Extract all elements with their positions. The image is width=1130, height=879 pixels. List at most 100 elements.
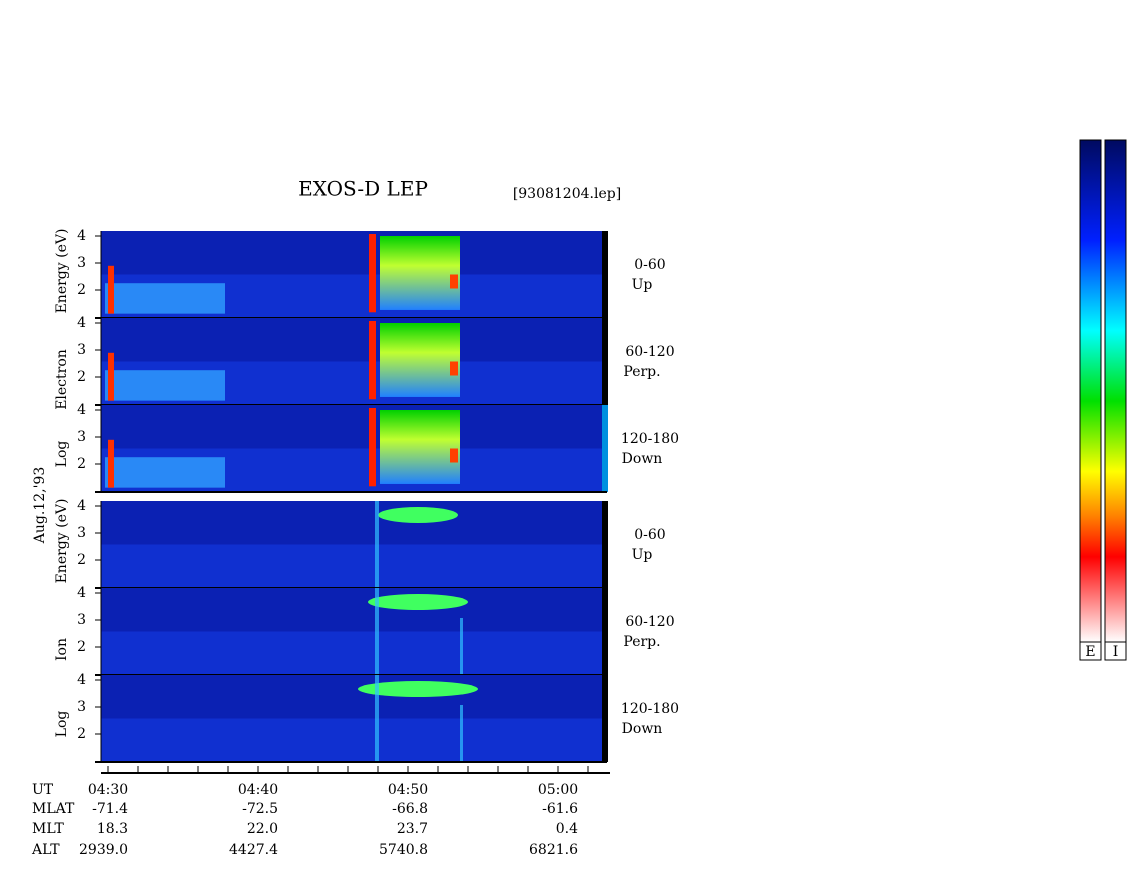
- row-value: 2939.0: [79, 842, 128, 858]
- feature: [450, 448, 458, 463]
- feature: [369, 408, 376, 487]
- angle-label: 60-120: [625, 344, 674, 360]
- colorbar-label: I: [1113, 644, 1119, 660]
- feature: [358, 681, 478, 697]
- colorbar-label: E: [1085, 644, 1095, 660]
- direction-label: Up: [632, 547, 653, 563]
- axis-label: Log: [54, 711, 70, 738]
- y-tick-label: 4: [77, 498, 86, 514]
- feature: [460, 618, 463, 675]
- row-value: 0.4: [556, 821, 578, 837]
- y-tick-label: 3: [77, 429, 86, 445]
- direction-label: Perp.: [623, 634, 660, 650]
- feature: [105, 457, 225, 488]
- spectrogram-noise: [101, 675, 607, 719]
- angle-label: 60-120: [625, 614, 674, 630]
- feature: [369, 234, 376, 313]
- file-name: [93081204.lep]: [513, 186, 621, 202]
- row-value: -72.5: [242, 801, 278, 817]
- y-tick-label: 3: [77, 342, 86, 358]
- title: EXOS-D LEP: [298, 177, 428, 201]
- y-tick-label: 3: [77, 699, 86, 715]
- spectrogram-noise: [101, 405, 607, 449]
- row-name: UT: [32, 782, 54, 798]
- feature: [380, 236, 460, 310]
- edge: [602, 588, 608, 675]
- row-value: -66.8: [392, 801, 428, 817]
- row-value: 6821.6: [529, 842, 578, 858]
- row-value: 23.7: [397, 821, 428, 837]
- axis-label: Energy (eV): [54, 229, 70, 314]
- colorbar: [1079, 139, 1102, 643]
- feature: [375, 675, 379, 762]
- row-name: MLAT: [32, 801, 75, 817]
- y-tick-label: 3: [77, 525, 86, 541]
- feature: [375, 501, 379, 588]
- row-name: ALT: [31, 842, 60, 858]
- colorbar-box: [1104, 641, 1127, 661]
- edge: [602, 405, 608, 492]
- feature: [108, 352, 114, 401]
- row-value: 18.3: [97, 821, 128, 837]
- y-tick-label: 4: [77, 315, 86, 331]
- feature: [450, 361, 458, 376]
- feature: [450, 274, 458, 289]
- row-value: 4427.4: [229, 842, 278, 858]
- axis-label: Log: [54, 441, 70, 468]
- edge: [602, 231, 608, 318]
- row-value: -71.4: [92, 801, 128, 817]
- y-tick-label: 4: [77, 585, 86, 601]
- date: Aug.12,'93: [32, 467, 48, 544]
- feature: [105, 370, 225, 401]
- row-value: 05:00: [538, 782, 578, 798]
- y-tick-label: 4: [77, 672, 86, 688]
- y-tick-label: 2: [77, 552, 86, 568]
- row-value: -61.6: [542, 801, 578, 817]
- feature: [105, 283, 225, 314]
- colorbar-box: [1079, 641, 1102, 661]
- row-value: 04:40: [238, 782, 278, 798]
- row-name: MLT: [32, 821, 64, 837]
- spectrogram-noise: [101, 588, 607, 632]
- feature: [380, 323, 460, 397]
- spectrogram-noise: [101, 318, 607, 362]
- feature: [369, 321, 376, 400]
- y-tick-label: 2: [77, 456, 86, 472]
- feature: [368, 594, 468, 610]
- spectrogram-noise: [101, 501, 607, 545]
- row-value: 04:50: [388, 782, 428, 798]
- axis-label: Electron: [54, 349, 70, 410]
- direction-label: Down: [622, 721, 663, 737]
- row-value: 5740.8: [379, 842, 428, 858]
- angle-label: 0-60: [634, 527, 665, 543]
- axis-label: Energy (eV): [54, 499, 70, 584]
- y-tick-label: 2: [77, 282, 86, 298]
- direction-label: Perp.: [623, 364, 660, 380]
- feature: [108, 439, 114, 488]
- feature: [380, 410, 460, 484]
- angle-label: 120-180: [621, 431, 679, 447]
- feature: [375, 588, 379, 675]
- y-tick-label: 2: [77, 369, 86, 385]
- y-tick-label: 2: [77, 726, 86, 742]
- colorbar: [1104, 139, 1127, 643]
- edge: [602, 501, 608, 588]
- angle-label: 120-180: [621, 701, 679, 717]
- y-tick-label: 3: [77, 255, 86, 271]
- edge: [602, 675, 608, 762]
- feature: [108, 265, 114, 314]
- row-value: 04:30: [88, 782, 128, 798]
- feature: [378, 507, 458, 523]
- feature: [460, 705, 463, 762]
- angle-label: 0-60: [634, 257, 665, 273]
- direction-label: Down: [622, 451, 663, 467]
- row-value: 22.0: [247, 821, 278, 837]
- y-tick-label: 4: [77, 402, 86, 418]
- spectrogram-noise: [101, 231, 607, 275]
- y-tick-label: 2: [77, 639, 86, 655]
- y-tick-label: 4: [77, 228, 86, 244]
- y-tick-label: 3: [77, 612, 86, 628]
- direction-label: Up: [632, 277, 653, 293]
